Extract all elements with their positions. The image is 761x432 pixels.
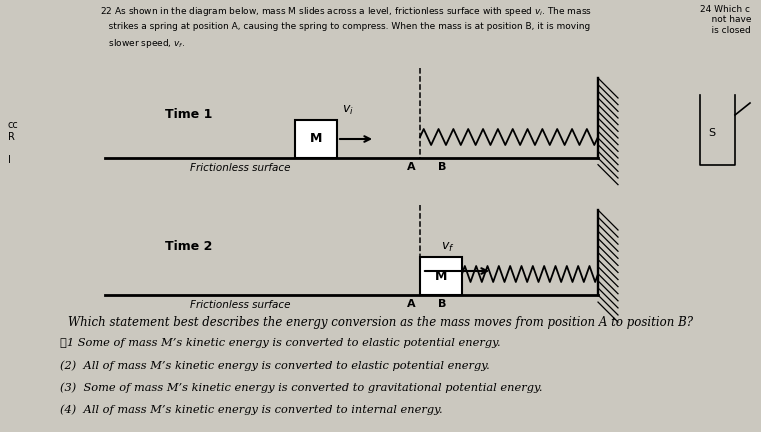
- Text: (3)  Some of mass M’s kinetic energy is converted to gravitational potential ene: (3) Some of mass M’s kinetic energy is c…: [60, 382, 543, 393]
- Text: A: A: [407, 299, 416, 309]
- Text: 22 As shown in the diagram below, mass M slides across a level, frictionless sur: 22 As shown in the diagram below, mass M…: [100, 5, 592, 50]
- Text: 24 Which c
    not have
    is closed: 24 Which c not have is closed: [700, 5, 752, 35]
- Text: Which statement best describes the energy conversion as the mass moves from posi: Which statement best describes the energ…: [68, 316, 693, 329]
- Bar: [295, 120, 337, 158]
- Bar: [420, 257, 462, 295]
- Text: Time 1: Time 1: [165, 108, 212, 121]
- Text: B: B: [438, 162, 447, 172]
- Text: M: M: [310, 133, 322, 146]
- Text: ⑵1 Some of mass M’s kinetic energy is converted to elastic potential energy.: ⑵1 Some of mass M’s kinetic energy is co…: [60, 338, 501, 348]
- Text: (2)  All of mass M’s kinetic energy is converted to elastic potential energy.: (2) All of mass M’s kinetic energy is co…: [60, 360, 490, 371]
- Text: $v_f$: $v_f$: [441, 241, 454, 254]
- Text: Time 2: Time 2: [165, 240, 212, 253]
- Text: B: B: [438, 299, 447, 309]
- Text: $v_i$: $v_i$: [342, 104, 354, 117]
- Text: Frictionless surface: Frictionless surface: [190, 163, 291, 173]
- Text: Frictionless surface: Frictionless surface: [190, 300, 291, 310]
- Text: A: A: [407, 162, 416, 172]
- Text: (4)  All of mass M’s kinetic energy is converted to internal energy.: (4) All of mass M’s kinetic energy is co…: [60, 404, 443, 415]
- Text: S: S: [708, 128, 715, 138]
- Text: cc
R

I: cc R I: [8, 120, 19, 165]
- Text: M: M: [435, 270, 447, 283]
